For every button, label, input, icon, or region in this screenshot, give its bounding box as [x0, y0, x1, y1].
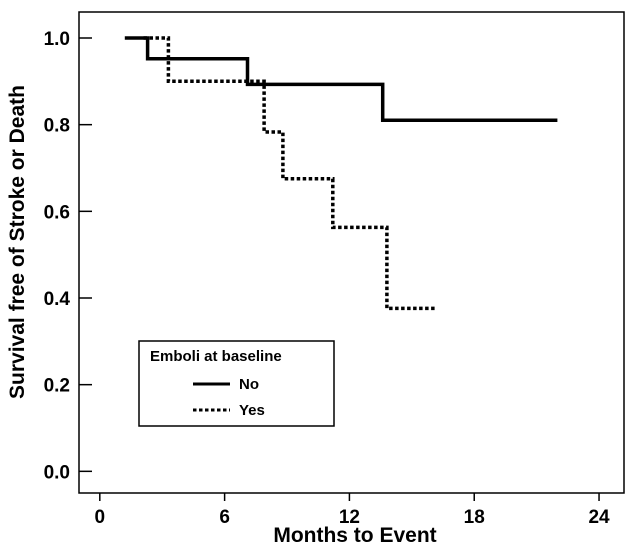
- y-tick-label: 0.6: [44, 202, 70, 223]
- y-tick-label: 1.0: [44, 29, 70, 50]
- y-tick-label: 0.8: [44, 116, 70, 137]
- legend-label-yes: Yes: [239, 402, 265, 419]
- x-tick-label: 6: [219, 507, 230, 528]
- legend-box: [138, 340, 335, 427]
- y-axis-ticks: 0.0 0.2 0.4 0.6 0.8 1.0: [44, 29, 92, 483]
- series-line-yes: [143, 36, 437, 311]
- x-tick-label: 18: [464, 507, 485, 528]
- series-layer: [124, 36, 558, 311]
- y-tick-label: 0.2: [44, 376, 70, 397]
- x-axis-title: Months to Event: [273, 524, 436, 547]
- x-tick-label: 12: [339, 507, 360, 528]
- series-line-no: [124, 36, 558, 123]
- legend: Emboli at baseline No Yes: [138, 340, 335, 427]
- y-tick-label: 0.0: [44, 462, 70, 483]
- x-tick-label: 0: [95, 507, 106, 528]
- y-tick-label: 0.4: [44, 289, 71, 310]
- x-axis-ticks: 0 6 12 18 24: [95, 493, 610, 528]
- axes-frame: [78, 11, 625, 494]
- legend-label-no: No: [239, 376, 259, 393]
- plot-frame: [78, 11, 625, 494]
- legend-title: Emboli at baseline: [150, 348, 282, 365]
- y-axis-title: Survival free of Stroke or Death: [6, 85, 29, 399]
- x-tick-label: 24: [588, 507, 610, 528]
